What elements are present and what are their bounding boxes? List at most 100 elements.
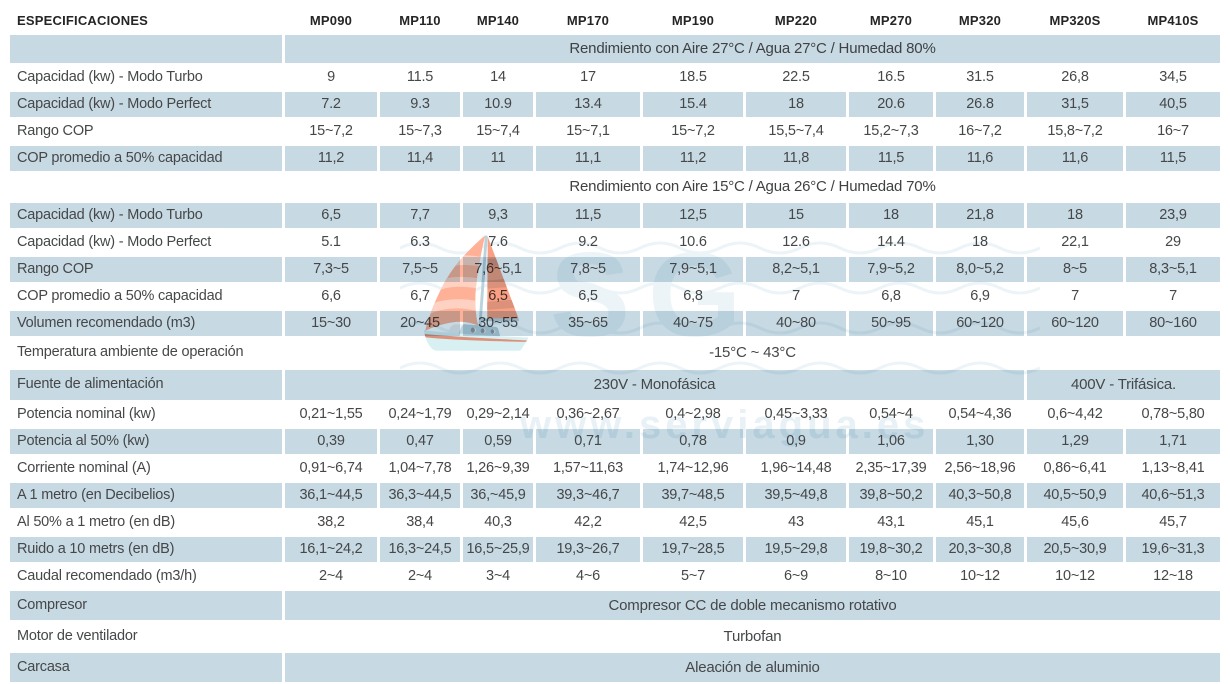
cell-value: 15~7,4 [476, 122, 520, 139]
cell-value: 0,59 [463, 429, 533, 454]
cell-value: 26,8 [1061, 68, 1089, 85]
cell-value: 4~6 [576, 567, 600, 584]
cell-value: 0,29~2,14 [466, 405, 530, 422]
cell-value: 15~30 [285, 311, 377, 336]
cell-value: 15,2~7,3 [863, 122, 919, 139]
table-row: Volumen recomendado (m3) 15~30 20~45 30~55 3… [10, 311, 1220, 336]
cell-value: 39,7~48,5 [643, 483, 743, 508]
cell-value: 16.5 [877, 68, 905, 85]
table-row: Capacidad (kw) - Modo Perfect 5.1 6.3 7.6 9.… [10, 230, 1220, 255]
cell-value: 34,5 [1159, 68, 1187, 85]
cell-value: 0,86~6,41 [1043, 459, 1107, 476]
cell-value-merged: Turbofan [723, 627, 782, 645]
section-band-row: Rendimiento con Aire 15°C / Agua 26°C / … [10, 173, 1220, 201]
table-row: Rango COP 7,3~5 7,5~5 7,6~5,1 7,8~5 7,9~5,1 8,… [10, 257, 1220, 282]
cell-value: 10~12 [960, 567, 1000, 584]
cell-value: 12~18 [1153, 567, 1193, 584]
cell-value: 11,2 [643, 146, 743, 171]
spec-header-label: ESPECIFICACIONES [10, 9, 282, 33]
table-row: Carcasa Aleación de aluminio [10, 653, 1220, 682]
section-title: Rendimiento con Aire 15°C / Agua 26°C / … [569, 178, 936, 196]
cell-value: 0,24~1,79 [388, 405, 452, 422]
row-label: Corriente nominal (A) [17, 459, 151, 476]
cell-value: 0,54~4 [869, 405, 913, 422]
cell-value-merged: Aleación de aluminio [285, 653, 1220, 682]
table-row: Rango COP 15~7,2 15~7,3 15~7,4 15~7,1 15~7,2 1… [10, 119, 1220, 144]
cell-value: 50~95 [849, 311, 933, 336]
cell-value: 11,2 [285, 146, 377, 171]
cell-value: 15~7,2 [309, 122, 353, 139]
cell-value-right: 400V - Trifásica. [1027, 370, 1220, 400]
cell-value: 22.5 [782, 68, 810, 85]
cell-value: 15~7,1 [566, 122, 610, 139]
table-row: Potencia al 50% (kw) 0,39 0,47 0,59 0,71 0,78… [10, 429, 1220, 454]
cell-value: 1,57~11,63 [553, 459, 623, 476]
table-row: Fuente de alimentación 230V - Monofásica 4… [10, 370, 1220, 400]
cell-value: 43 [788, 513, 804, 530]
cell-value: 11,5 [849, 146, 933, 171]
cell-value: 39,5~49,8 [746, 483, 846, 508]
cell-value-left: 230V - Monofásica [285, 370, 1024, 400]
cell-value: 0,6~4,42 [1047, 405, 1103, 422]
cell-value: 0,39 [285, 429, 377, 454]
row-label: Fuente de alimentación [10, 370, 282, 400]
cell-value: 7 [1071, 287, 1079, 304]
cell-value: 11,6 [1027, 146, 1123, 171]
row-label: Volumen recomendado (m3) [10, 311, 282, 336]
cell-value: 9,3 [463, 203, 533, 228]
cell-value: 60~120 [1027, 311, 1123, 336]
table-row: Corriente nominal (A) 0,91~6,74 1,04~7,78 1… [10, 456, 1220, 481]
cell-value: 19,5~29,8 [746, 537, 846, 562]
cell-value: 1,06 [849, 429, 933, 454]
column-header-mp170: MP170 [536, 9, 640, 33]
cell-value: 0,71 [536, 429, 640, 454]
column-header-mp410s: MP410S [1126, 9, 1220, 33]
row-label: Potencia nominal (kw) [17, 405, 156, 422]
cell-value: 45,1 [966, 513, 994, 530]
cell-value: 7 [792, 287, 800, 304]
table-row: Temperatura ambiente de operación -15°C ~… [10, 338, 1220, 368]
cell-value: 0,36~2,67 [556, 405, 620, 422]
table-row: Al 50% a 1 metro (en dB) 38,2 38,4 40,3 42,2… [10, 510, 1220, 535]
cell-value-fullspan: -15°C ~ 43°C [709, 344, 796, 362]
table-row: COP promedio a 50% capacidad 11,2 11,4 11 11… [10, 146, 1220, 171]
cell-value: 0,78 [643, 429, 743, 454]
cell-value: 35~65 [536, 311, 640, 336]
cell-value: 39,3~46,7 [536, 483, 640, 508]
row-label: Motor de ventilador [17, 627, 138, 644]
row-label: A 1 metro (en Decibelios) [10, 483, 282, 508]
cell-value: 9.2 [578, 233, 598, 250]
cell-value: 26.8 [936, 92, 1024, 117]
row-label: Compresor [10, 591, 282, 620]
cell-value: 6,5 [488, 287, 508, 304]
cell-value: 19,7~28,5 [643, 537, 743, 562]
row-label: Capacidad (kw) - Modo Turbo [10, 203, 282, 228]
row-label: COP promedio a 50% capacidad [10, 146, 282, 171]
cell-value: 10.9 [463, 92, 533, 117]
cell-value-merged: Compresor CC de doble mecanismo rotativo [285, 591, 1220, 620]
cell-value: 0,54~4,36 [948, 405, 1012, 422]
cell-value: 1,04~7,78 [388, 459, 452, 476]
cell-value: 39,8~50,2 [849, 483, 933, 508]
cell-value: 40~80 [746, 311, 846, 336]
cell-value: 0,21~1,55 [299, 405, 363, 422]
table-row: Caudal recomendado (m3/h) 2~4 2~4 3~4 4~6 5~7… [10, 564, 1220, 589]
cell-value: 36,~45,9 [463, 483, 533, 508]
row-label: Ruido a 10 metrs (en dB) [10, 537, 282, 562]
cell-value: 11,1 [536, 146, 640, 171]
column-header-mp320s: MP320S [1027, 9, 1123, 33]
specs-table-body: ESPECIFICACIONES MP090 MP110 MP140 MP170 MP19… [10, 9, 1220, 682]
cell-value: 7.2 [285, 92, 377, 117]
cell-value: 18 [746, 92, 846, 117]
cell-value: 16~7 [1157, 122, 1189, 139]
cell-value: 60~120 [936, 311, 1024, 336]
cell-value: 12,5 [643, 203, 743, 228]
row-label: Al 50% a 1 metro (en dB) [17, 513, 175, 530]
cell-value: 1,71 [1126, 429, 1220, 454]
cell-value: 12.6 [782, 233, 810, 250]
cell-value: 8,2~5,1 [746, 257, 846, 282]
cell-value: 8,0~5,2 [936, 257, 1024, 282]
table-row: Capacidad (kw) - Modo Turbo 6,5 7,7 9,3 11,5… [10, 203, 1220, 228]
column-header-mp140: MP140 [463, 9, 533, 33]
cell-value: 11,8 [746, 146, 846, 171]
